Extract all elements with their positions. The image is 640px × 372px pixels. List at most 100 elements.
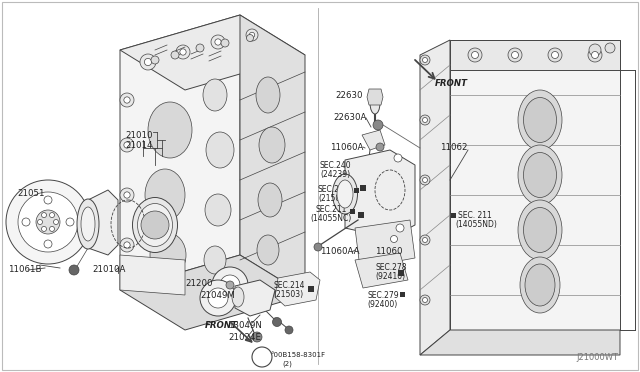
Circle shape	[508, 48, 522, 62]
Polygon shape	[240, 15, 305, 295]
Circle shape	[54, 219, 58, 224]
Polygon shape	[120, 255, 305, 330]
Circle shape	[420, 55, 430, 65]
Circle shape	[221, 39, 229, 47]
Text: 21010: 21010	[125, 131, 152, 140]
Circle shape	[422, 237, 428, 243]
Circle shape	[390, 235, 397, 243]
Text: 11060: 11060	[375, 247, 403, 257]
Text: SEC.240: SEC.240	[320, 160, 351, 170]
Circle shape	[472, 51, 479, 58]
Text: (14055ND): (14055ND)	[455, 219, 497, 228]
Circle shape	[124, 242, 130, 248]
Ellipse shape	[524, 208, 557, 253]
Polygon shape	[367, 89, 383, 105]
Bar	[358, 212, 364, 218]
Circle shape	[605, 43, 615, 53]
Ellipse shape	[145, 169, 185, 221]
Circle shape	[552, 51, 559, 58]
Circle shape	[250, 32, 255, 38]
Ellipse shape	[203, 79, 227, 111]
Polygon shape	[88, 190, 118, 255]
Circle shape	[420, 175, 430, 185]
Text: FRONT: FRONT	[205, 321, 238, 330]
Circle shape	[49, 212, 54, 218]
Ellipse shape	[524, 153, 557, 198]
Circle shape	[394, 154, 402, 162]
Text: 22630A: 22630A	[333, 113, 366, 122]
Circle shape	[591, 51, 598, 58]
Circle shape	[124, 192, 130, 198]
Text: 21049M: 21049M	[200, 292, 235, 301]
Ellipse shape	[520, 257, 560, 313]
Text: SEC.211: SEC.211	[315, 205, 346, 215]
Circle shape	[252, 347, 272, 367]
Ellipse shape	[77, 199, 99, 249]
Ellipse shape	[204, 246, 226, 274]
Text: 21014: 21014	[125, 141, 152, 150]
Circle shape	[6, 180, 90, 264]
Ellipse shape	[132, 198, 177, 253]
Circle shape	[140, 54, 156, 70]
Text: 21051: 21051	[17, 189, 45, 198]
Polygon shape	[120, 15, 305, 90]
Circle shape	[120, 138, 134, 152]
Polygon shape	[450, 40, 620, 70]
Text: SEC.279: SEC.279	[367, 291, 399, 299]
Bar	[350, 209, 355, 214]
Bar	[354, 188, 359, 193]
Text: 22630: 22630	[335, 90, 362, 99]
Circle shape	[511, 51, 518, 58]
Ellipse shape	[256, 77, 280, 113]
Circle shape	[141, 211, 169, 239]
Circle shape	[120, 93, 134, 107]
Text: J21000WT: J21000WT	[576, 353, 618, 362]
Ellipse shape	[232, 287, 244, 307]
Polygon shape	[420, 40, 450, 355]
Ellipse shape	[206, 132, 234, 168]
Ellipse shape	[333, 174, 358, 214]
Circle shape	[36, 210, 60, 234]
Circle shape	[120, 188, 134, 202]
Circle shape	[124, 142, 130, 148]
Text: (21501): (21501)	[318, 195, 348, 203]
Text: 11061B: 11061B	[8, 266, 42, 275]
Polygon shape	[345, 150, 415, 238]
Polygon shape	[450, 40, 620, 330]
Circle shape	[18, 192, 78, 252]
Circle shape	[200, 280, 236, 316]
Circle shape	[548, 48, 562, 62]
Polygon shape	[275, 272, 320, 306]
Circle shape	[44, 196, 52, 204]
Bar	[451, 213, 456, 218]
Bar	[400, 292, 405, 297]
Circle shape	[285, 326, 293, 334]
Ellipse shape	[205, 194, 231, 226]
Circle shape	[420, 115, 430, 125]
Circle shape	[145, 58, 152, 65]
Circle shape	[226, 281, 234, 289]
Circle shape	[422, 177, 428, 183]
Text: (92410): (92410)	[375, 273, 405, 282]
Bar	[398, 270, 404, 276]
Circle shape	[215, 39, 221, 45]
Polygon shape	[120, 255, 185, 295]
Circle shape	[66, 218, 74, 226]
Ellipse shape	[259, 127, 285, 163]
Circle shape	[171, 51, 179, 59]
Circle shape	[42, 227, 47, 231]
Text: 21010A: 21010A	[92, 266, 125, 275]
Circle shape	[468, 48, 482, 62]
Circle shape	[212, 267, 248, 303]
Circle shape	[246, 35, 253, 42]
Text: (14055NC): (14055NC)	[310, 215, 351, 224]
Polygon shape	[362, 130, 385, 150]
Polygon shape	[355, 253, 408, 288]
Circle shape	[151, 56, 159, 64]
Circle shape	[422, 298, 428, 302]
Circle shape	[180, 49, 186, 55]
Circle shape	[252, 332, 262, 342]
Circle shape	[589, 44, 601, 56]
Text: SEC.214: SEC.214	[318, 186, 349, 195]
Ellipse shape	[337, 180, 353, 208]
